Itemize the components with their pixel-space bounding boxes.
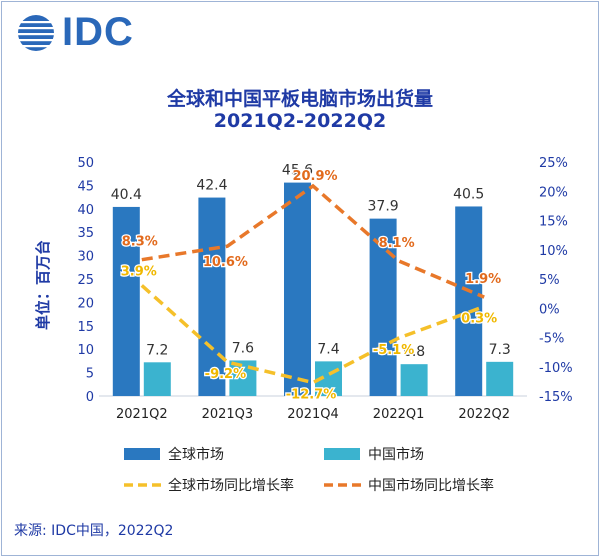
bar-global <box>455 206 483 396</box>
global-yoy-label: -12.7% <box>286 388 337 403</box>
line-global-yoy <box>140 284 485 385</box>
line-china-yoy <box>141 183 485 299</box>
bar-china <box>143 362 171 396</box>
china-yoy-label: 20.9% <box>292 169 337 184</box>
legend-global-yoy-label: 全球市场同比增长率 <box>168 477 294 494</box>
source-note: 来源: IDC中国，2022Q2 <box>14 523 174 539</box>
bar-global <box>112 206 140 396</box>
y-axis-label: 单位：百万台 <box>34 240 52 330</box>
y-tick-label: 40 <box>77 203 94 218</box>
legend-china-yoy-label: 中国市场同比增长率 <box>368 477 494 494</box>
global-yoy-label: -9.2% <box>205 367 246 382</box>
china-yoy-label: 8.1% <box>379 236 415 251</box>
bar-global <box>369 218 397 396</box>
y2-tick-label: -5% <box>539 332 564 347</box>
chart-title: 全球和中国平板电脑市场出货量 <box>166 88 433 110</box>
y2-tick-label: 5% <box>539 273 560 288</box>
china-yoy-label: 1.9% <box>465 272 501 287</box>
x-tick-label: 2022Q1 <box>373 407 425 422</box>
bar-china-label: 7.6 <box>232 340 254 356</box>
x-tick-label: 2021Q4 <box>287 407 339 422</box>
bar-china <box>486 361 514 396</box>
y2-tick-label: 10% <box>539 244 568 259</box>
legend-global-swatch <box>124 448 160 460</box>
y-tick-label: 5 <box>86 367 94 382</box>
x-tick-label: 2022Q2 <box>458 407 510 422</box>
y2-tick-label: -10% <box>539 361 573 376</box>
idc-logo: IDC <box>16 10 166 56</box>
y-tick-label: 10 <box>77 343 94 358</box>
bar-global-label: 40.4 <box>111 187 142 203</box>
global-yoy-label: 0.3% <box>461 311 497 326</box>
bar-china-label: 7.3 <box>489 342 511 358</box>
y2-tick-label: 25% <box>539 156 568 171</box>
y2-tick-label: 0% <box>539 302 560 317</box>
y-tick-label: 30 <box>77 250 94 265</box>
legend-global-label: 全球市场 <box>168 446 224 463</box>
bar-china-label: 7.4 <box>317 341 339 357</box>
y-tick-label: 15 <box>77 320 94 335</box>
x-tick-label: 2021Q2 <box>116 407 168 422</box>
bar-global-label: 37.9 <box>368 199 399 215</box>
bar-china <box>400 364 428 396</box>
logo-text: IDC <box>62 10 134 54</box>
y-tick-label: 45 <box>77 179 94 194</box>
y-tick-label: 0 <box>86 390 94 405</box>
y-tick-label: 35 <box>77 226 94 241</box>
bar-global-label: 42.4 <box>196 178 227 194</box>
china-yoy-label: 8.3% <box>122 235 158 250</box>
bar-global <box>198 197 226 396</box>
legend-china-label: 中国市场 <box>368 446 424 463</box>
y2-tick-label: -15% <box>539 390 573 405</box>
global-yoy-label: 3.9% <box>121 264 157 279</box>
china-yoy-label: 10.6% <box>203 255 248 270</box>
y-tick-label: 50 <box>77 156 94 171</box>
bar-china-label: 6.8 <box>403 344 425 360</box>
globe-icon <box>18 15 54 51</box>
bar-china-label: 7.2 <box>146 342 168 358</box>
y-tick-label: 25 <box>77 273 94 288</box>
global-yoy-label: -5.1% <box>373 343 414 358</box>
chart-subtitle: 2021Q2-2022Q2 <box>213 110 387 132</box>
bar-global <box>284 182 311 396</box>
bar-global-label: 45.6 <box>282 163 313 179</box>
bar-global-label: 40.5 <box>453 186 484 202</box>
x-tick-label: 2021Q3 <box>202 407 254 422</box>
y-tick-label: 20 <box>77 296 94 311</box>
y2-tick-label: 20% <box>539 185 568 200</box>
y2-tick-label: 15% <box>539 215 568 230</box>
legend-china-swatch <box>324 448 360 460</box>
